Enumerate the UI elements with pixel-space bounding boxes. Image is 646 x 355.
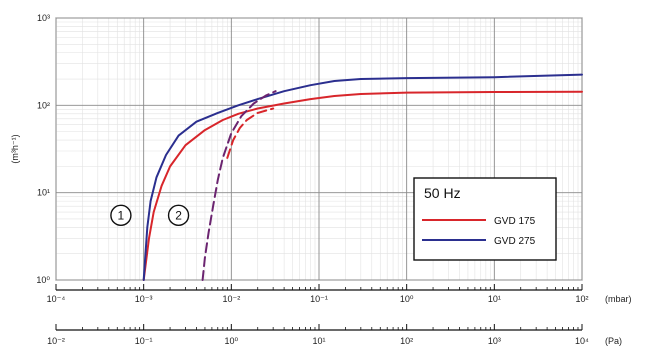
annotation-label: 2	[175, 208, 182, 222]
x-top-tick-label: 10¹	[488, 294, 501, 304]
x-top-tick-label: 10⁻²	[222, 294, 240, 304]
x-top-tick-label: 10⁻⁴	[47, 294, 66, 304]
x-top-tick-label: 10⁰	[400, 294, 414, 304]
annotation-label: 1	[118, 208, 125, 222]
x-bottom-tick-label: 10²	[400, 336, 413, 346]
annotation-circle	[167, 204, 190, 227]
x-axis-pa: 10⁻² 10⁻¹ 10⁰ 10¹ 10² 10³ 10⁴ (Pa)	[47, 324, 622, 346]
y-axis-ticks: 10⁰ 10¹ 10² 10³	[36, 13, 50, 285]
x-bottom-tick-label: 10³	[488, 336, 501, 346]
legend-entry: GVD 275	[494, 236, 536, 247]
series-line-gvd-175-2	[226, 107, 275, 159]
x-top-tick-label: 10⁻³	[135, 294, 153, 304]
y-tick-label: 10⁰	[36, 275, 50, 285]
x-bottom-tick-label: 10⁻²	[47, 336, 65, 346]
series-line-gvd-175	[142, 90, 583, 281]
x-axis-mbar: 10⁻⁴ 10⁻³ 10⁻² 10⁻¹ 10⁰ 10¹ 10² (mbar)	[47, 284, 632, 304]
x-bottom-tick-label: 10⁻¹	[135, 336, 153, 346]
chart-series	[142, 73, 583, 281]
legend-title: 50 Hz	[424, 185, 461, 201]
x-bottom-tick-label: 10⁰	[225, 336, 239, 346]
x-top-tick-label: 10⁻¹	[310, 294, 328, 304]
x-top-unit-label: (mbar)	[605, 294, 632, 304]
series-line-gvd-275	[142, 73, 583, 281]
legend: 50 Hz GVD 175 GVD 275	[413, 177, 557, 261]
x-top-tick-label: 10²	[575, 294, 588, 304]
y-tick-label: 10³	[37, 13, 50, 23]
y-tick-label: 10²	[37, 100, 50, 110]
x-bottom-tick-label: 10¹	[312, 336, 325, 346]
x-bottom-tick-label: 10⁴	[575, 336, 589, 346]
y-tick-label: 10¹	[37, 188, 50, 198]
annotation-circle	[110, 204, 132, 227]
x-bottom-unit-label: (Pa)	[605, 336, 622, 346]
y-axis-label: (m³h⁻¹)	[10, 134, 20, 163]
series-line-gvd-275-2	[201, 90, 277, 281]
legend-entry: GVD 175	[494, 216, 536, 227]
